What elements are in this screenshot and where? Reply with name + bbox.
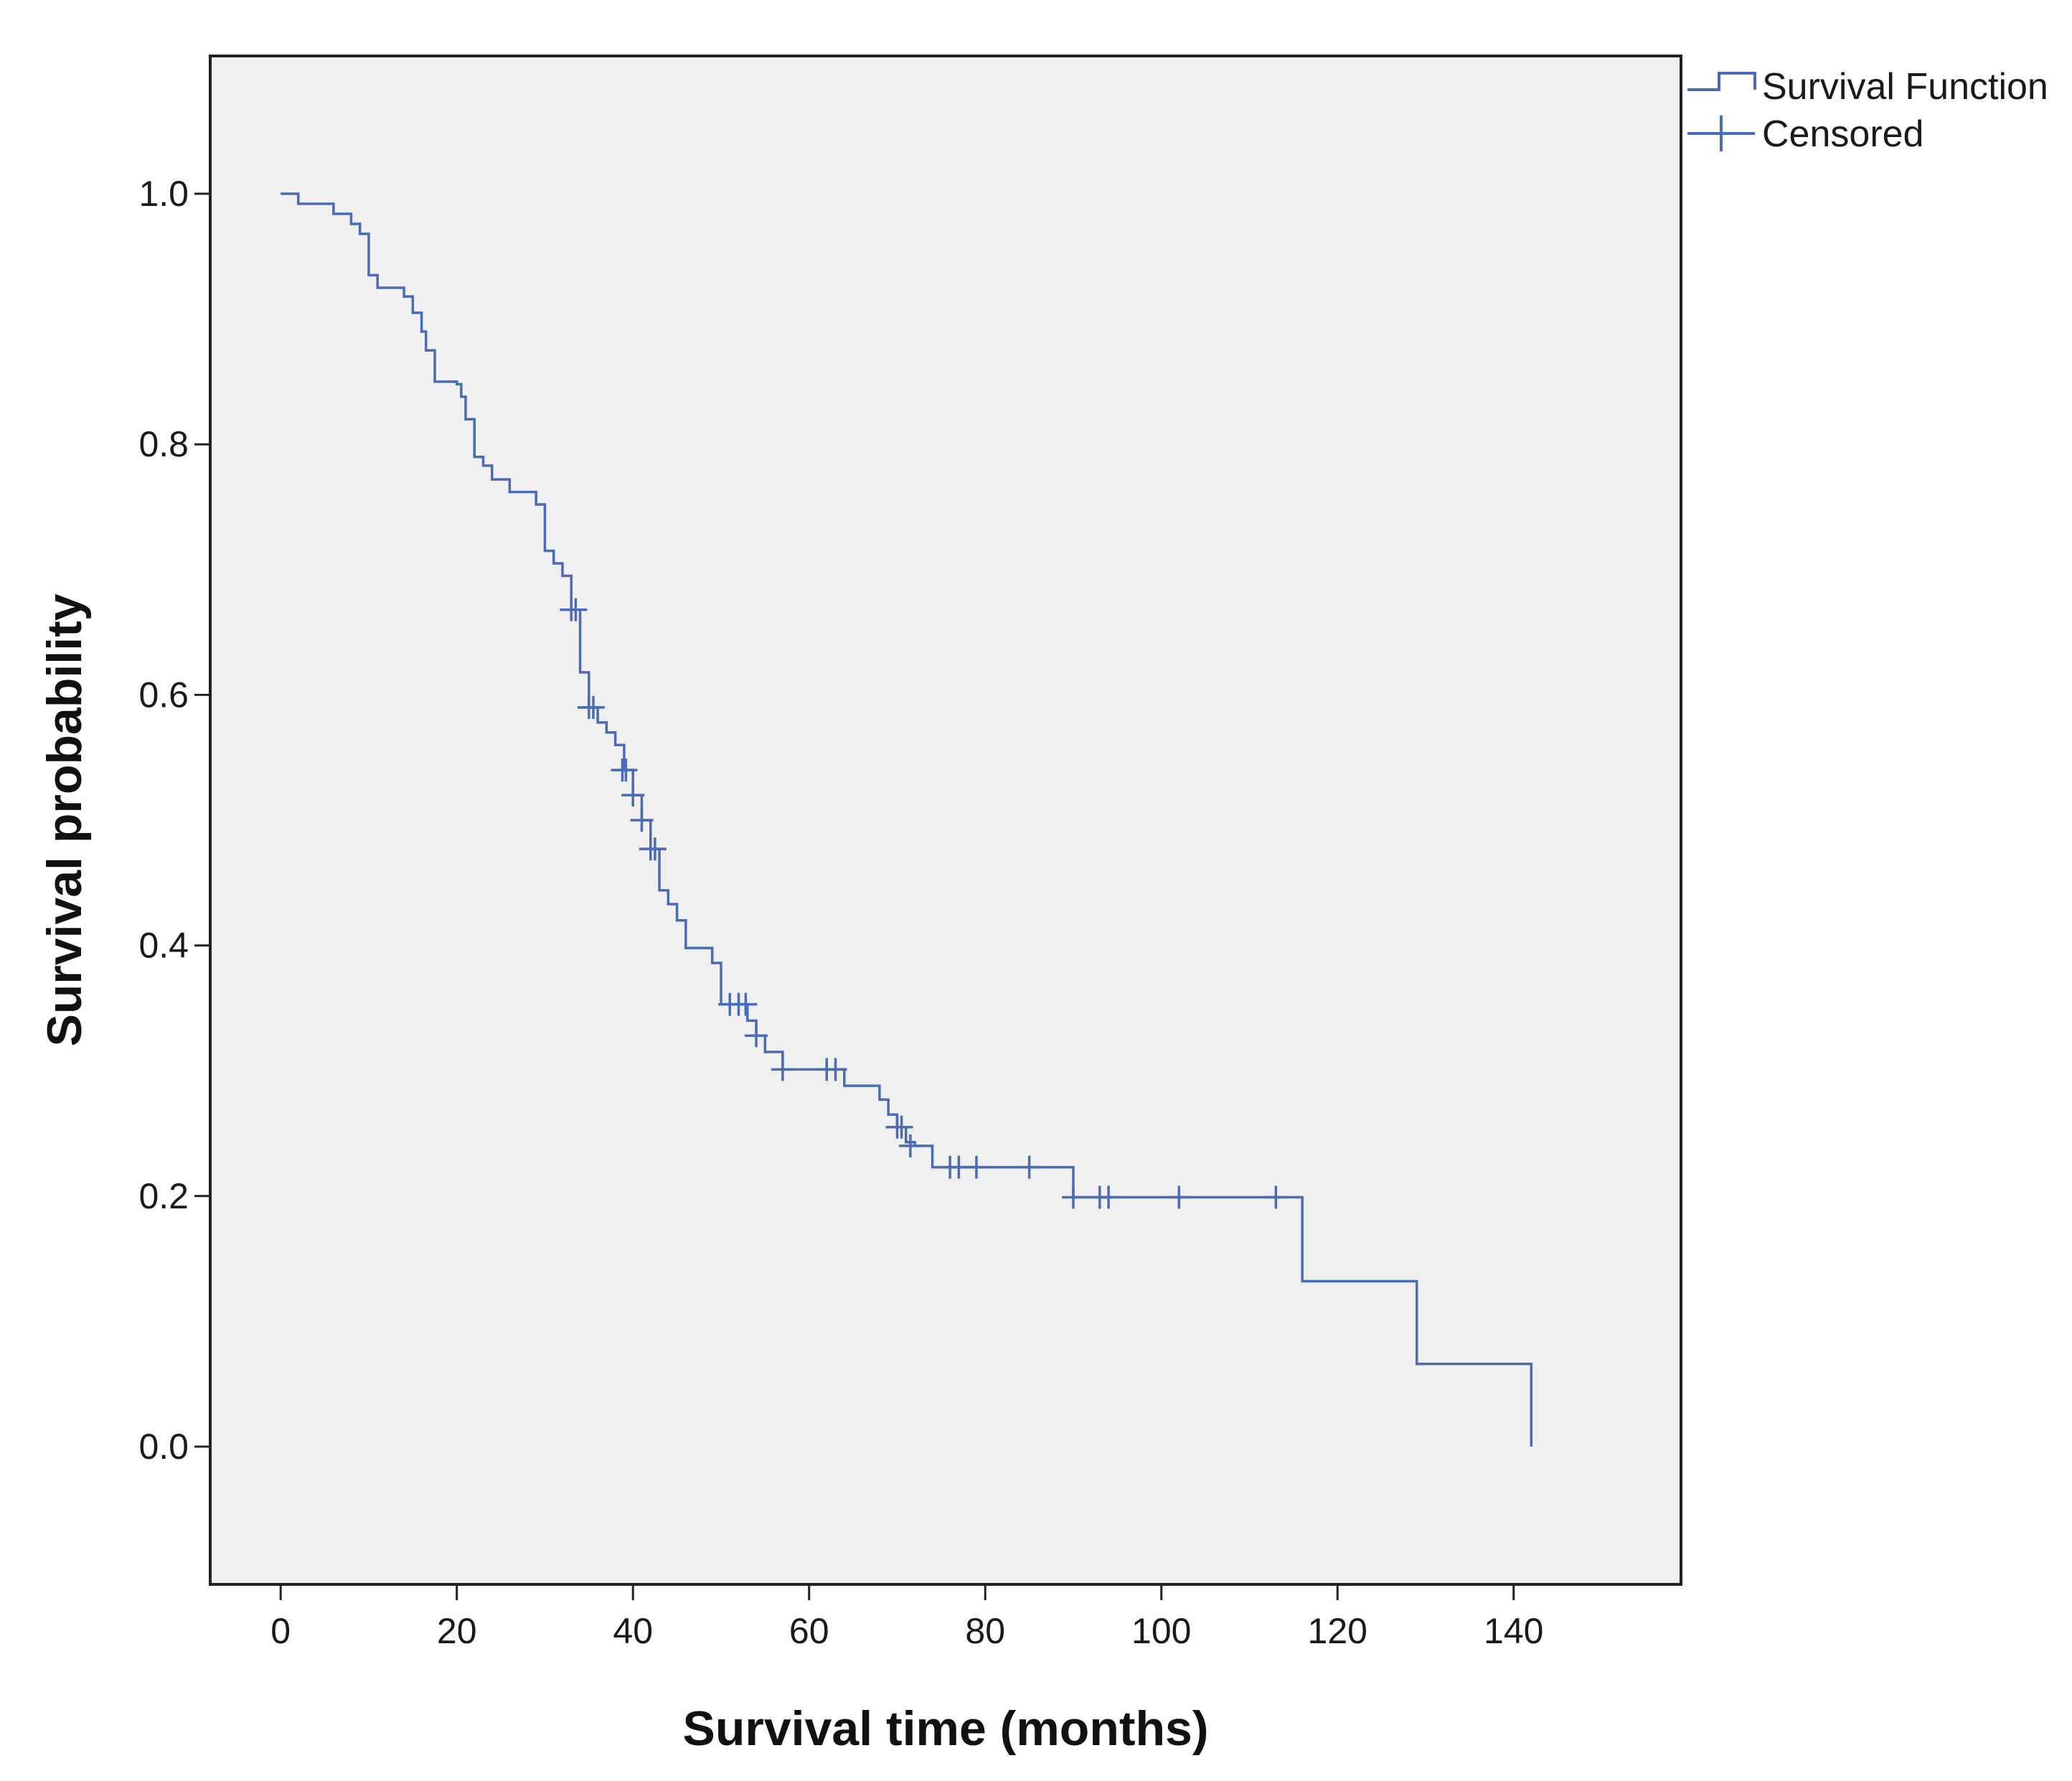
x-axis-title: Survival time (months) bbox=[682, 1701, 1208, 1756]
legend-censored-label: Censored bbox=[1762, 113, 1923, 155]
censored-marker bbox=[581, 695, 605, 719]
x-tick-label: 80 bbox=[965, 1611, 1005, 1651]
y-tick-label: 1.0 bbox=[138, 174, 189, 214]
survival-function-line bbox=[281, 192, 1533, 1447]
censored-marker bbox=[643, 837, 667, 861]
series-layer bbox=[281, 192, 1533, 1447]
y-tick-label: 0.0 bbox=[138, 1427, 189, 1467]
x-tick-label: 120 bbox=[1308, 1611, 1367, 1651]
censored-marker bbox=[1264, 1185, 1288, 1209]
censored-marker bbox=[745, 1024, 768, 1048]
censored-marker bbox=[898, 1134, 922, 1157]
censored-marker bbox=[1167, 1185, 1191, 1209]
y-axis-title: Survival probability bbox=[37, 593, 92, 1046]
y-tick-label: 0.8 bbox=[138, 424, 189, 464]
censored-marker bbox=[824, 1058, 847, 1081]
censor-markers bbox=[560, 598, 1288, 1209]
x-tick-label: 60 bbox=[789, 1611, 829, 1651]
y-tick-label: 0.6 bbox=[138, 675, 189, 715]
censored-marker bbox=[630, 809, 654, 832]
censored-marker bbox=[734, 992, 758, 1016]
legend-survival-function-label: Survival Function bbox=[1762, 66, 2048, 108]
y-axis-ticks: 0.0 0.2 0.4 0.6 0.8 1.0 bbox=[138, 174, 210, 1467]
plot-area bbox=[209, 55, 1682, 1586]
x-tick-label: 20 bbox=[437, 1611, 477, 1651]
censored-marker bbox=[1097, 1185, 1121, 1209]
x-tick-label: 100 bbox=[1131, 1611, 1191, 1651]
x-tick-label: 140 bbox=[1484, 1611, 1543, 1651]
censored-marker bbox=[1061, 1185, 1085, 1209]
censored-marker bbox=[621, 784, 645, 807]
censored-marker bbox=[964, 1155, 988, 1179]
x-axis-ticks: 0 20 40 60 80 100 120 140 bbox=[270, 1584, 1543, 1651]
censored-marker bbox=[771, 1058, 794, 1081]
y-tick-label: 0.4 bbox=[138, 926, 189, 966]
censored-marker bbox=[614, 758, 638, 782]
censored-marker bbox=[890, 1115, 913, 1139]
y-tick-label: 0.2 bbox=[138, 1176, 189, 1216]
censored-marker bbox=[564, 598, 588, 621]
x-tick-label: 40 bbox=[613, 1611, 653, 1651]
legend-survival-function-icon bbox=[1687, 72, 1756, 91]
legend: Survival Function Censored bbox=[1687, 66, 2048, 155]
x-tick-label: 0 bbox=[270, 1611, 291, 1651]
censored-marker bbox=[1017, 1155, 1041, 1179]
